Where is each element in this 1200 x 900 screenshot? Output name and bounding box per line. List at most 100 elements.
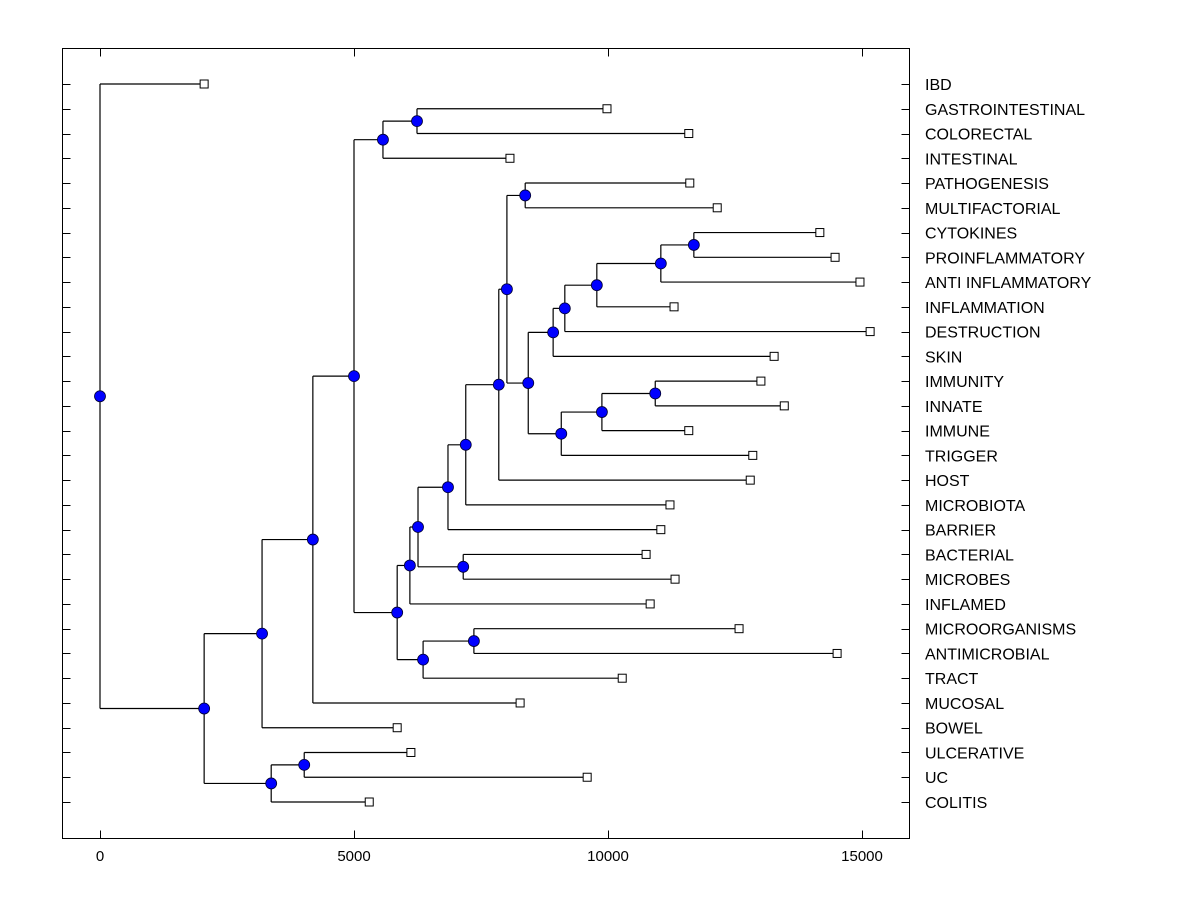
- leaf-label: DESTRUCTION: [925, 325, 1041, 342]
- cluster-node: [555, 427, 568, 440]
- cluster-node: [596, 406, 608, 418]
- leaf-marker: [392, 723, 402, 733]
- leaf-labels: IBD GASTROINTESTINAL COLORECTAL INTESTINAL P…: [925, 77, 1092, 812]
- leaf-label: MICROBES: [925, 572, 1010, 589]
- leaf-label: MUCOSAL: [925, 696, 1004, 713]
- cluster-node: [348, 370, 360, 383]
- leaf-marker: [684, 426, 694, 436]
- leaf-marker: [645, 599, 655, 609]
- cluster-node: [501, 283, 513, 296]
- leaf-marker: [855, 277, 865, 287]
- leaf-label: SKIN: [925, 349, 962, 366]
- cluster-node: [459, 438, 472, 451]
- cluster-node: [442, 481, 454, 494]
- cluster-node: [256, 627, 268, 640]
- cluster-node: [649, 387, 662, 400]
- leaf-marker: [641, 549, 651, 559]
- leaf-label: IMMUNITY: [925, 374, 1004, 391]
- leaf-marker: [669, 302, 679, 312]
- leaf-marker: [670, 574, 680, 584]
- cluster-node: [411, 115, 423, 128]
- node-markers: [94, 115, 700, 790]
- cluster-node: [298, 758, 311, 771]
- leaf-label: MICROBIOTA: [925, 498, 1025, 515]
- leaf-marker: [832, 648, 842, 658]
- x-tick-label: 0: [96, 848, 104, 865]
- x-tick-label: 15000: [841, 848, 883, 865]
- leaf-marker: [364, 797, 374, 807]
- leaf-label: IBD: [925, 77, 952, 94]
- cluster-node: [547, 326, 560, 339]
- leaf-marker: [406, 747, 416, 757]
- cluster-node: [519, 189, 532, 202]
- leaf-label: INFLAMMATION: [925, 300, 1045, 317]
- leaf-label: INTESTINAL: [925, 151, 1018, 168]
- leaf-label: PROINFLAMMATORY: [925, 250, 1085, 267]
- cluster-node: [265, 777, 278, 790]
- cluster-node: [94, 390, 106, 403]
- cluster-node: [198, 702, 211, 715]
- leaf-marker: [665, 500, 675, 510]
- leaf-marker: [734, 624, 744, 634]
- axis-ticks: [62, 48, 910, 839]
- cluster-node: [467, 635, 480, 647]
- cluster-node: [558, 302, 571, 315]
- leaf-label: IMMUNE: [925, 424, 990, 441]
- leaf-label: CYTOKINES: [925, 226, 1017, 243]
- leaf-label: BOWEL: [925, 721, 983, 738]
- cluster-node: [417, 653, 429, 666]
- leaf-label: HOST: [925, 473, 970, 490]
- cluster-node: [403, 559, 416, 572]
- x-tick-label: 10000: [587, 848, 629, 865]
- cluster-node: [412, 521, 424, 533]
- leaf-marker: [582, 772, 592, 782]
- leaf-label: ANTI INFLAMMATORY: [925, 275, 1092, 292]
- leaf-label: ULCERATIVE: [925, 745, 1024, 762]
- cluster-node: [492, 378, 505, 391]
- leaf-label: TRIGGER: [925, 448, 998, 465]
- leaf-marker: [830, 252, 840, 262]
- leaf-marker: [602, 104, 612, 114]
- leaf-marker: [779, 401, 789, 411]
- leaf-label: BARRIER: [925, 523, 996, 540]
- leaf-label: INNATE: [925, 399, 982, 416]
- leaf-label: UC: [925, 770, 948, 787]
- cluster-node: [457, 560, 470, 573]
- leaf-marker: [865, 327, 875, 337]
- leaf-label: ANTIMICROBIAL: [925, 646, 1050, 663]
- leaf-marker: [756, 376, 766, 386]
- leaf-marker: [656, 525, 666, 535]
- leaf-markers: [199, 79, 875, 807]
- leaf-label: INFLAMED: [925, 597, 1006, 614]
- leaf-marker: [617, 673, 627, 683]
- leaf-marker: [684, 129, 694, 139]
- plot-frame: [62, 48, 910, 839]
- cluster-node: [306, 533, 319, 546]
- x-tick-labels: 0 5000 10000 15000: [96, 848, 883, 865]
- leaf-label: TRACT: [925, 671, 979, 688]
- cluster-node: [377, 133, 389, 146]
- dendrogram-links: [99, 83, 871, 803]
- leaf-marker: [748, 450, 758, 460]
- leaf-marker: [745, 475, 755, 485]
- leaf-marker: [769, 351, 779, 361]
- cluster-node: [654, 257, 667, 270]
- leaf-marker: [712, 203, 722, 213]
- leaf-label: COLITIS: [925, 795, 987, 812]
- leaf-label: COLORECTAL: [925, 127, 1032, 144]
- leaf-label: MICROORGANISMS: [925, 622, 1076, 639]
- leaf-label: PATHOGENESIS: [925, 176, 1049, 193]
- leaf-label: MULTIFACTORIAL: [925, 201, 1061, 218]
- cluster-node: [522, 377, 535, 389]
- x-tick-label: 5000: [337, 848, 370, 865]
- leaf-marker: [515, 698, 525, 708]
- leaf-label: GASTROINTESTINAL: [925, 102, 1085, 119]
- cluster-node: [590, 279, 603, 292]
- cluster-node: [391, 606, 404, 619]
- leaf-marker: [685, 178, 695, 188]
- leaf-marker: [815, 228, 825, 238]
- leaf-marker: [199, 79, 209, 89]
- cluster-node: [687, 239, 700, 251]
- leaf-marker: [505, 153, 515, 163]
